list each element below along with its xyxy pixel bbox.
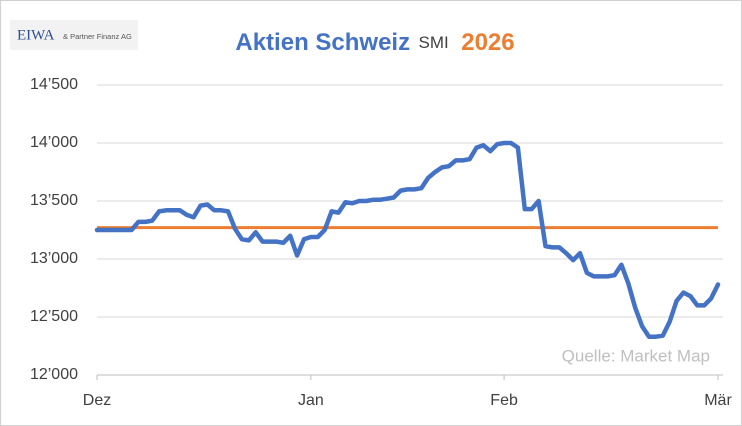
x-tick-label: Mär — [704, 392, 732, 409]
y-tick-label: 13’000 — [30, 250, 78, 267]
y-tick-label: 13’500 — [30, 192, 78, 209]
title-main: Aktien Schweiz — [235, 29, 410, 56]
y-tick-label: 12’000 — [30, 366, 78, 383]
y-tick-label: 12’500 — [30, 308, 78, 325]
logo-box — [10, 20, 138, 50]
logo-subtitle: & Partner Finanz AG — [63, 32, 132, 41]
chart-title: Aktien Schweiz SMI 2026 — [235, 29, 514, 56]
source-note: Quelle: Market Map — [562, 346, 710, 365]
y-tick-label: 14’000 — [30, 134, 78, 151]
logo: EIWA — [17, 27, 55, 43]
y-tick-label: 14’500 — [30, 76, 78, 93]
title-index: SMI — [419, 33, 449, 52]
price-line — [94, 140, 721, 339]
x-tick-label: Dez — [83, 392, 111, 409]
x-tick-label: Jan — [298, 392, 324, 409]
title-year: 2026 — [461, 29, 514, 56]
x-tick-label: Feb — [490, 392, 518, 409]
